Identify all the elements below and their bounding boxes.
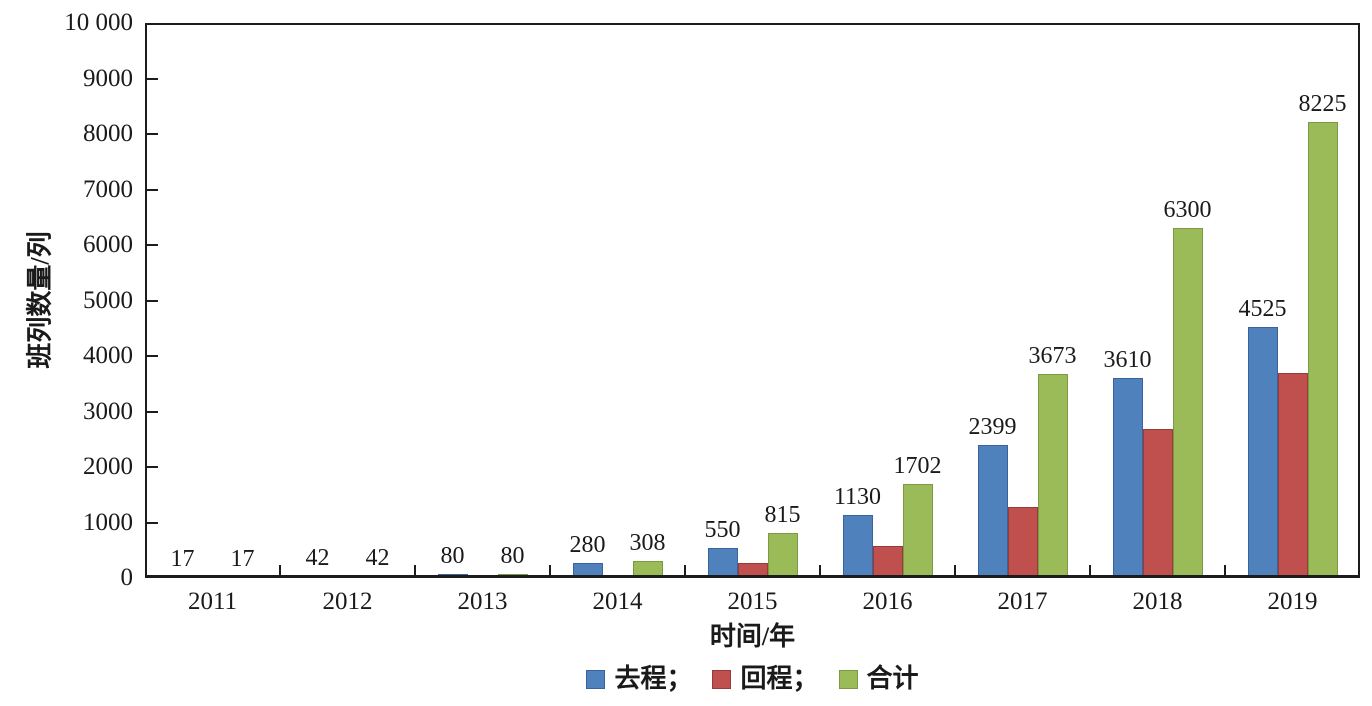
x-axis-tick bbox=[1089, 565, 1091, 578]
x-category-label-2019: 2019 bbox=[1267, 588, 1318, 615]
bar-label-outbound-2012: 42 bbox=[305, 544, 330, 571]
legend-item-return: 回程； bbox=[712, 664, 819, 694]
plot-border-right bbox=[1358, 23, 1360, 578]
y-tick-label: 1000 bbox=[83, 508, 133, 536]
y-axis-tick bbox=[147, 244, 158, 246]
y-axis-tick bbox=[147, 77, 158, 80]
bar-label-total-2014: 308 bbox=[629, 529, 666, 556]
y-tick-label: 7000 bbox=[83, 175, 133, 203]
y-tick-label: 3000 bbox=[83, 397, 133, 425]
legend: 去程； 回程； 合计 bbox=[145, 664, 1360, 694]
legend-label-outbound: 去程； bbox=[614, 664, 693, 693]
x-axis-line bbox=[145, 575, 1360, 578]
bar-total-2016 bbox=[902, 483, 933, 578]
y-axis-tick bbox=[147, 133, 158, 135]
y-axis-tick bbox=[147, 410, 158, 413]
legend-item-total: 合计 bbox=[838, 664, 919, 694]
y-axis-tick bbox=[147, 299, 158, 302]
y-axis-tick bbox=[147, 521, 158, 524]
bar-label-outbound-2013: 80 bbox=[440, 542, 465, 569]
x-category-label-2013: 2013 bbox=[457, 588, 508, 615]
bar-outbound-2017 bbox=[977, 444, 1008, 578]
legend-swatch-outbound bbox=[586, 669, 606, 689]
bar-return-2019 bbox=[1277, 372, 1308, 578]
y-tick-label: 8000 bbox=[83, 120, 133, 147]
bar-label-outbound-2011: 17 bbox=[170, 546, 195, 573]
bar-outbound-2019 bbox=[1247, 326, 1278, 578]
bar-label-total-2017: 3673 bbox=[1028, 343, 1077, 370]
x-category-label-2011: 2011 bbox=[187, 588, 238, 615]
bar-total-2015 bbox=[767, 532, 798, 578]
y-axis-tick bbox=[147, 188, 158, 191]
bar-label-outbound-2017: 2399 bbox=[968, 413, 1017, 440]
bar-outbound-2015 bbox=[707, 547, 738, 578]
legend-label-total: 合计 bbox=[866, 664, 919, 693]
x-category-label-2014: 2014 bbox=[592, 588, 643, 615]
y-axis-tick bbox=[147, 355, 158, 357]
x-category-label-2015: 2015 bbox=[727, 588, 778, 615]
bar-return-2018 bbox=[1142, 428, 1173, 578]
x-category-label-2018: 2018 bbox=[1132, 588, 1183, 615]
bar-label-total-2016: 1702 bbox=[893, 452, 942, 479]
legend-swatch-return bbox=[712, 669, 732, 689]
bar-label-total-2011: 17 bbox=[230, 546, 255, 573]
legend-swatch-total bbox=[838, 669, 858, 689]
y-axis-tick bbox=[147, 466, 158, 468]
bar-return-2016 bbox=[872, 546, 903, 578]
bar-label-outbound-2014: 280 bbox=[569, 531, 606, 558]
y-tick-label: 9000 bbox=[83, 64, 133, 92]
y-tick-label: 5000 bbox=[83, 286, 133, 314]
y-tick-label: 0 bbox=[120, 564, 134, 591]
plot-area: 17 17 42 42 80 80 280 308 550 815 1130 1702 2399 3673… bbox=[145, 23, 1360, 578]
x-axis-tick bbox=[414, 565, 416, 578]
bar-return-2017 bbox=[1007, 507, 1038, 578]
y-tick-label: 4000 bbox=[83, 342, 133, 369]
y-tick-label: 10 000 bbox=[64, 9, 133, 36]
x-axis-tick bbox=[954, 565, 956, 578]
x-category-label-2016: 2016 bbox=[862, 588, 913, 615]
bar-outbound-2016 bbox=[842, 515, 873, 578]
x-axis-title: 时间/年 bbox=[709, 622, 796, 651]
bar-label-total-2015: 815 bbox=[764, 501, 801, 528]
bar-total-2014 bbox=[632, 560, 663, 578]
bar-label-outbound-2016: 1130 bbox=[833, 484, 882, 511]
bar-label-total-2018: 6300 bbox=[1163, 197, 1212, 224]
bar-return-2015 bbox=[737, 563, 768, 578]
bar-outbound-2014 bbox=[572, 562, 603, 578]
y-tick-label: 6000 bbox=[83, 231, 133, 258]
legend-label-return: 回程； bbox=[740, 664, 819, 693]
bar-label-total-2019: 8225 bbox=[1298, 90, 1347, 117]
bar-total-2017 bbox=[1037, 374, 1068, 578]
bar-total-2019 bbox=[1307, 121, 1338, 578]
bar-label-outbound-2015: 550 bbox=[704, 516, 741, 543]
legend-item-outbound: 去程； bbox=[586, 664, 692, 694]
x-category-label-2012: 2012 bbox=[322, 588, 373, 615]
bar-label-outbound-2019: 4525 bbox=[1238, 295, 1287, 322]
bar-total-2018 bbox=[1172, 228, 1203, 578]
y-tick-label: 2000 bbox=[83, 453, 133, 480]
bar-outbound-2018 bbox=[1112, 377, 1143, 578]
x-axis-tick bbox=[549, 565, 551, 578]
y-axis-line bbox=[145, 23, 147, 578]
plot-border-top bbox=[145, 23, 1360, 25]
x-axis-tick bbox=[819, 565, 821, 578]
bar-label-total-2012: 42 bbox=[365, 544, 390, 571]
x-axis-tick bbox=[1224, 565, 1226, 578]
x-axis-tick bbox=[684, 565, 686, 578]
x-axis-tick bbox=[279, 565, 281, 578]
x-category-label-2017: 2017 bbox=[997, 588, 1048, 615]
bar-label-outbound-2018: 3610 bbox=[1103, 346, 1152, 373]
bar-label-total-2013: 80 bbox=[500, 542, 525, 569]
